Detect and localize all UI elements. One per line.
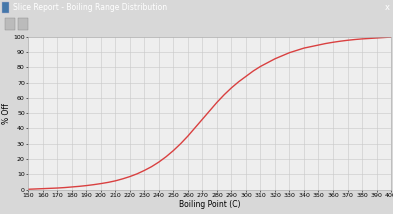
Bar bbox=[2, 2, 9, 13]
Bar bbox=[18, 18, 28, 30]
X-axis label: Boiling Point (C): Boiling Point (C) bbox=[179, 200, 241, 209]
Y-axis label: % Off: % Off bbox=[2, 103, 11, 123]
Bar bbox=[5, 18, 15, 30]
Text: x: x bbox=[385, 3, 390, 12]
Text: Slice Report - Boiling Range Distribution: Slice Report - Boiling Range Distributio… bbox=[13, 3, 167, 12]
